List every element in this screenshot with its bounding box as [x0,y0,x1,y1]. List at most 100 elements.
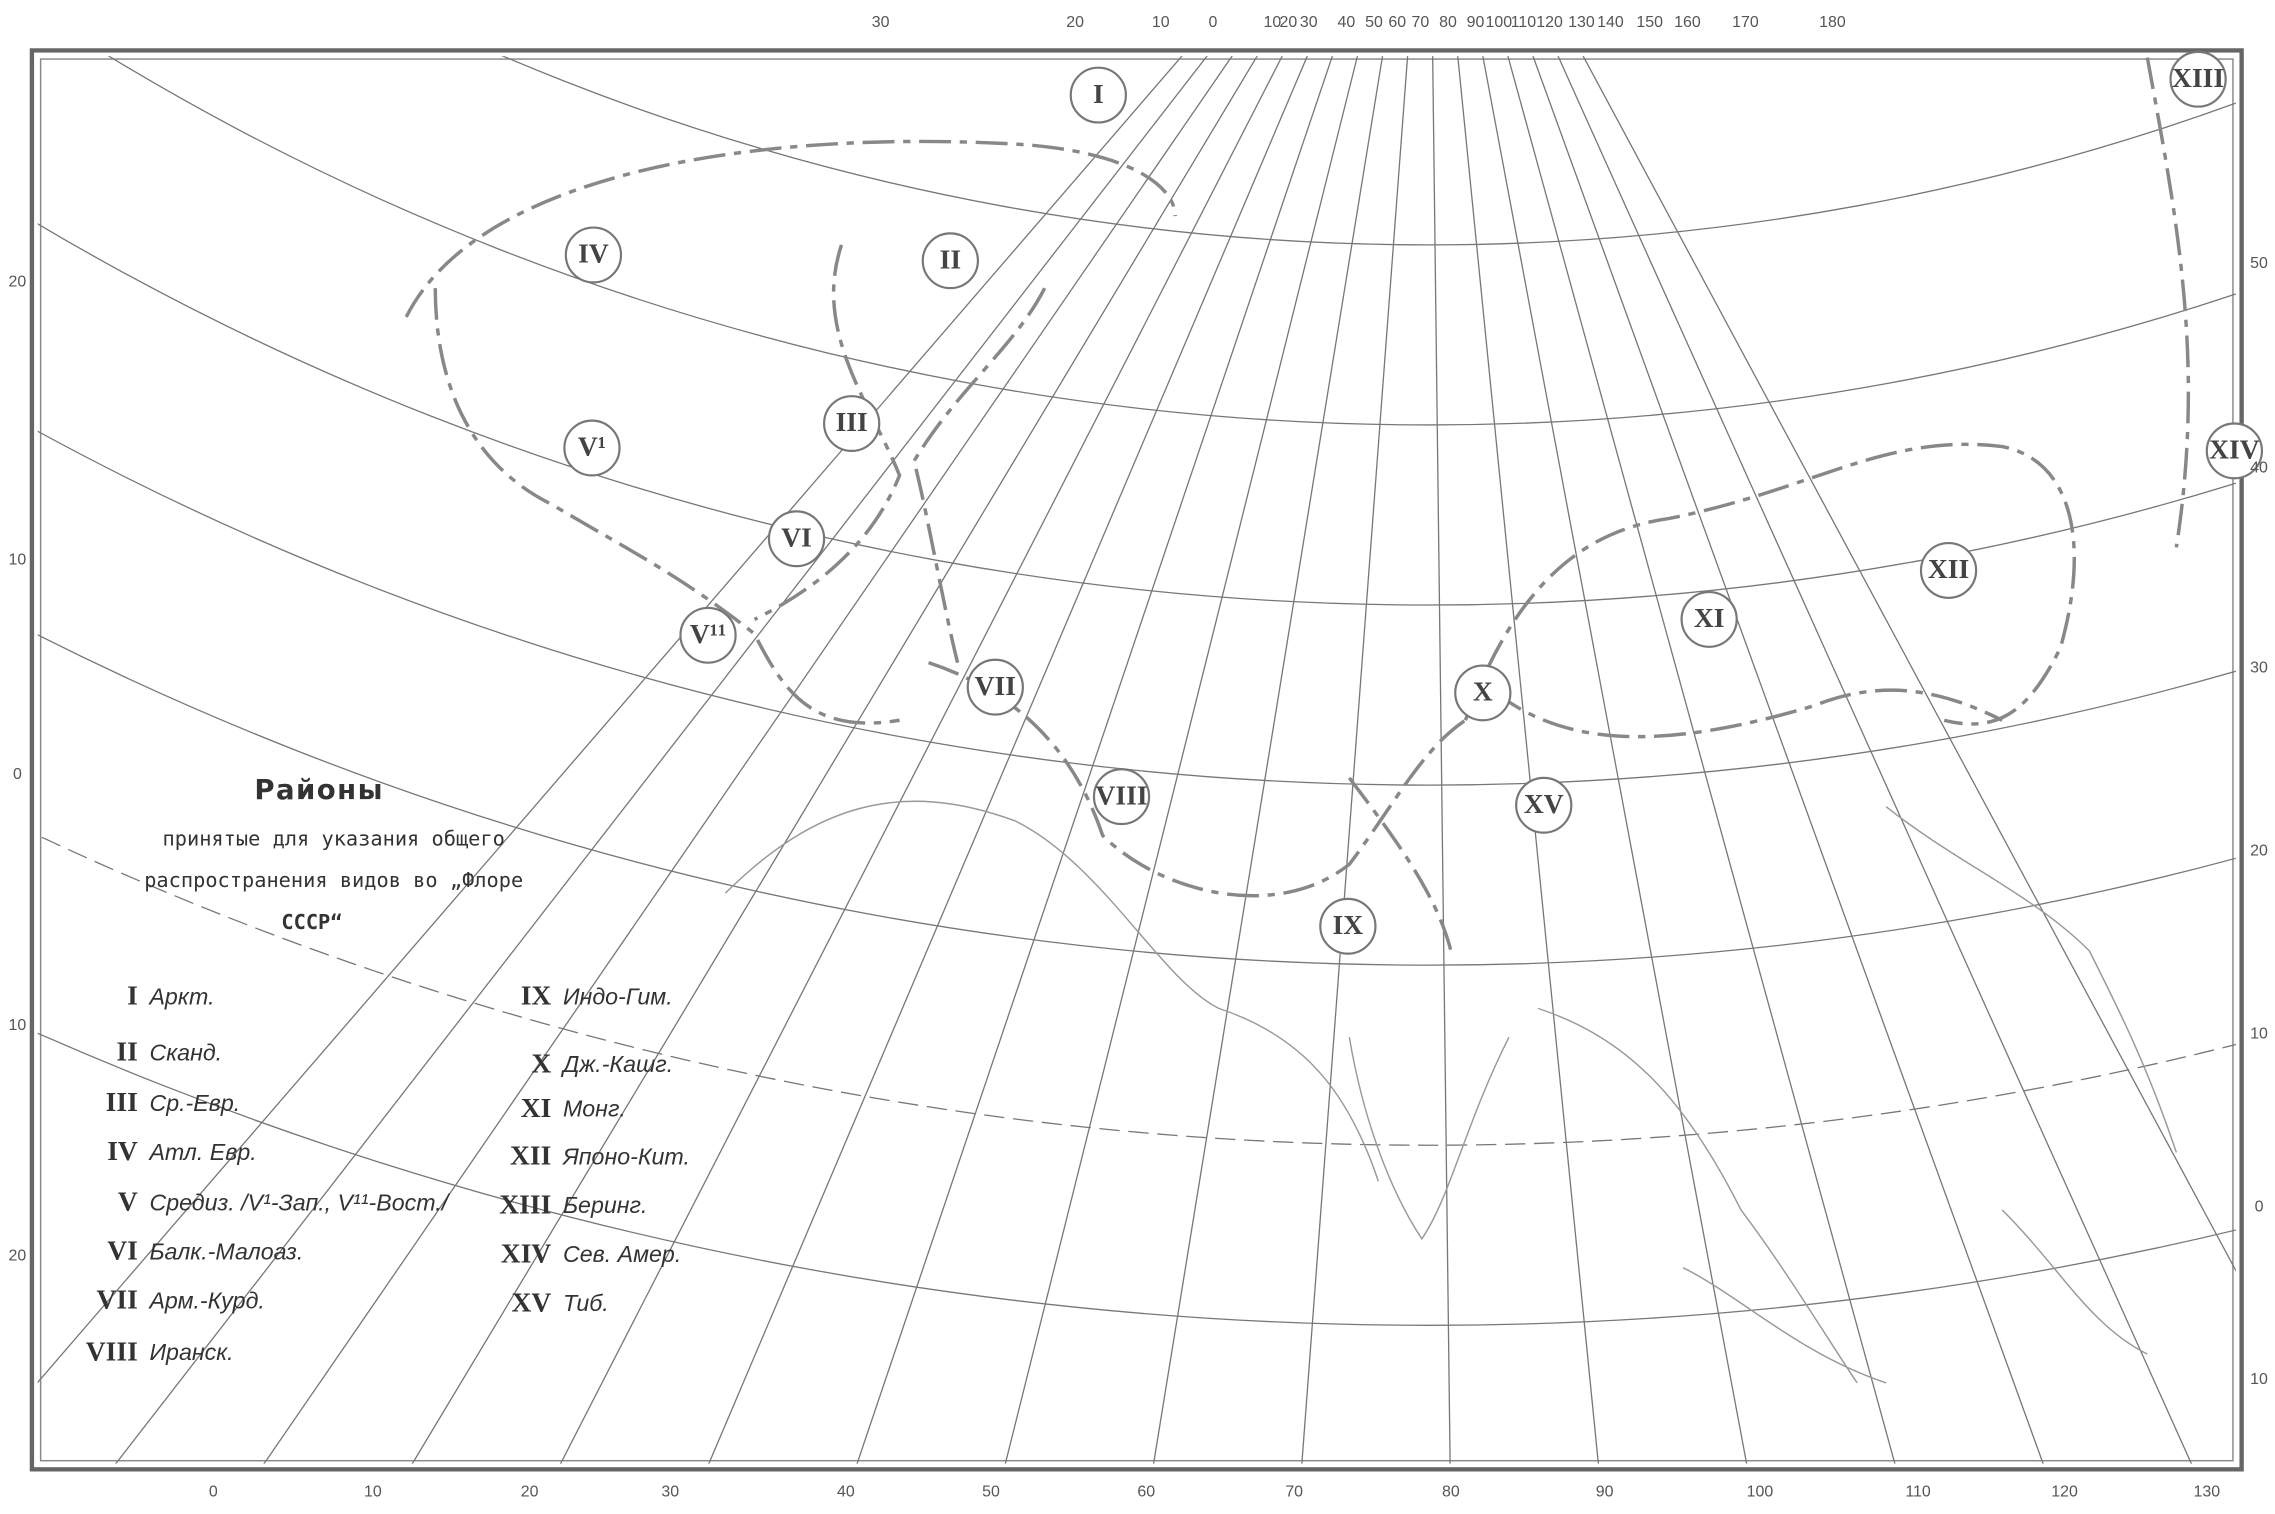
meridian [263,56,1233,1464]
bottom-scale-label: 90 [1596,1484,1614,1501]
right-scale-label: 20 [2250,843,2268,860]
boundary [404,139,1177,318]
top-scale-label: 30 [872,14,890,31]
legend-title: Районы [254,775,384,806]
right-scale-label: 40 [2250,459,2268,476]
meridian [1507,56,1896,1464]
meridian [411,56,1258,1464]
legend-numeral: XV [512,1287,552,1317]
meridian [1004,56,1359,1464]
meridian [115,56,1208,1464]
parallel [109,56,2236,425]
coastline [1348,1036,1510,1241]
legend-name: Ср.-Евр. [149,1090,240,1116]
region-circle [1319,897,1377,955]
parallel [502,56,2236,245]
bottom-scale-label: 130 [2194,1484,2221,1501]
meridian [1457,56,1600,1464]
legend-numeral: II [116,1037,137,1067]
region-label: XI [1694,603,1725,633]
top-scale-label: 20 [1066,14,1084,31]
top-scale-label: 60 [1388,14,1406,31]
coastline [1537,1007,1858,1384]
parallel [37,222,2236,605]
frame-inner [39,58,2234,1462]
meridian [1482,56,1748,1464]
legend-numeral: V [118,1187,138,1217]
parallel [37,429,2236,785]
legend-name: Сев. Амер. [563,1241,681,1267]
legend-numeral: XIII [499,1190,551,1220]
legend-subtitle: распространения видов во „Флоре [144,868,523,892]
region-label: V¹¹ [690,619,726,649]
meridian [559,56,1283,1464]
right-scale-label: 10 [2250,1026,2268,1043]
top-scale-label: 50 [1365,14,1383,31]
bottom-scale-label: 10 [364,1484,382,1501]
region-circle [564,226,623,284]
bottom-scale-label: 20 [521,1484,539,1501]
boundary [433,288,900,725]
bottom-scale-label: 100 [1747,1484,1774,1501]
legend-name: Монг. [563,1096,626,1122]
legend-subtitle: СССР“ [281,910,342,934]
bottom-scale-label: 120 [2051,1484,2078,1501]
legend-name: Балк.-Малоаз. [149,1238,303,1264]
left-scale-label: 10 [9,552,27,569]
top-scale-label: 30 [1300,14,1318,31]
legend-name: Иранск. [149,1339,233,1365]
boundary [912,287,1047,664]
legend-numeral: VI [107,1236,138,1266]
legend-name: Дж.-Кашг. [560,1051,673,1077]
meridian [1432,56,1451,1464]
top-scale-label: 110 [1511,14,1537,31]
region-circle [823,395,881,452]
region-circle [563,419,621,477]
right-scale-label: 0 [2255,1198,2264,1215]
region-circle [966,658,1024,716]
meridian [1557,56,2193,1464]
coastline [1885,806,2178,1153]
legend-numeral: XI [521,1093,552,1123]
bottom-scale-label: 110 [1905,1484,1931,1501]
legend-numeral: IX [521,981,552,1011]
legend-name: Средиз. /V¹-Зап., V¹¹-Вост./ [149,1189,450,1215]
parallel [37,1032,2236,1325]
legend-name: Беринг. [563,1192,648,1218]
boundary [928,661,1467,898]
region-label: XII [1928,554,1969,584]
bottom-scale-label: 80 [1442,1484,1460,1501]
legend-name: Атл. Евр. [147,1139,256,1165]
region-circle [1680,590,1738,648]
legend-name: Сканд. [149,1040,222,1066]
legend-numeral: X [531,1048,551,1078]
left-scale-label: 20 [9,1247,27,1264]
right-scale-label: 50 [2250,255,2268,272]
legend-name: Японо-Кит. [561,1143,690,1169]
top-scale-label: 170 [1732,14,1759,31]
top-scale-label: 70 [1412,14,1430,31]
region-circle [1069,66,1127,124]
left-scale-label: 20 [9,274,27,291]
top-scale-label: 120 [1536,14,1563,31]
region-label: IV [578,239,609,269]
legend-name: Арм.-Курд. [147,1287,264,1313]
legend-numeral: XIV [501,1239,552,1269]
top-scale-label: 150 [1636,14,1663,31]
meridian [708,56,1308,1464]
region-circle [1092,768,1151,826]
region-label: VII [975,671,1016,701]
region-label: III [836,407,868,437]
top-scale-label: 10 [1152,14,1170,31]
bottom-scale-label: 70 [1285,1484,1303,1501]
meridian [1301,56,1409,1464]
legend-name: Тиб. [563,1290,609,1316]
bottom-scale-label: 50 [982,1484,1000,1501]
region-label: X [1473,677,1493,707]
coastline [1682,1209,2148,1384]
boundary [1493,688,2004,739]
